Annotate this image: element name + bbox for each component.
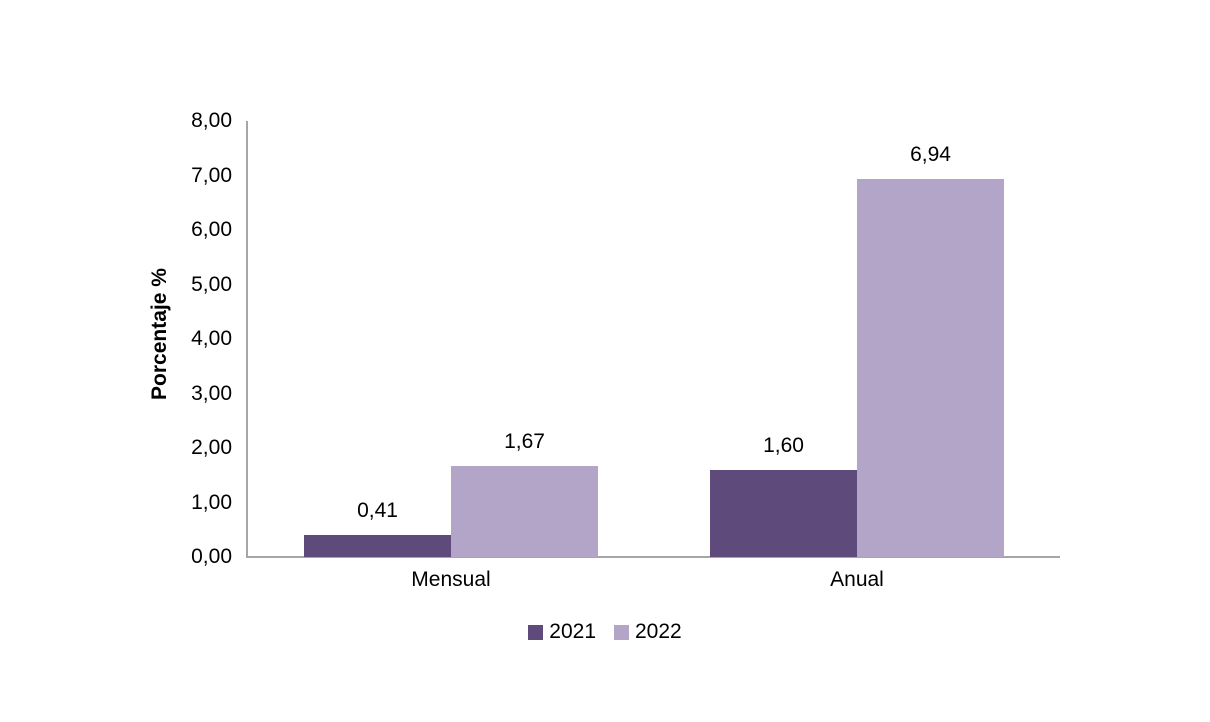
x-category-label: Mensual bbox=[411, 568, 491, 591]
y-tick-label: 5,00 bbox=[191, 272, 232, 296]
y-tick-label: 1,00 bbox=[191, 490, 232, 514]
y-tick-label: 4,00 bbox=[191, 327, 232, 350]
bar-value-label: 1,60 bbox=[763, 433, 804, 457]
bar-value-label: 0,41 bbox=[357, 498, 398, 522]
legend-item-2022: 2022 bbox=[614, 620, 682, 644]
legend: 2021 2022 bbox=[0, 620, 1210, 644]
bar-value-label: 6,94 bbox=[910, 142, 951, 166]
bar-2022-anual bbox=[857, 178, 1004, 557]
y-tick-label: 3,00 bbox=[191, 381, 232, 405]
bar-value-label: 1,67 bbox=[504, 429, 545, 453]
x-category-label: Anual bbox=[830, 568, 884, 591]
legend-swatch-2022-icon bbox=[614, 624, 629, 640]
bar-2021-anual bbox=[710, 469, 857, 557]
y-tick-label: 8,00 bbox=[191, 109, 232, 132]
bar-2021-mensual bbox=[304, 534, 451, 557]
y-tick-label: 6,00 bbox=[191, 218, 232, 241]
bar-2022-mensual bbox=[451, 465, 598, 557]
legend-label-2022: 2022 bbox=[635, 620, 682, 643]
y-tick-label: 0,00 bbox=[191, 545, 232, 568]
x-axis-line bbox=[246, 556, 1060, 558]
legend-swatch-2021-icon bbox=[528, 624, 544, 640]
legend-item-2021: 2021 bbox=[528, 620, 596, 644]
y-tick-label: 2,00 bbox=[191, 436, 232, 459]
y-tick-label: 7,00 bbox=[191, 163, 232, 187]
y-axis-line bbox=[246, 121, 248, 558]
legend-label-2021: 2021 bbox=[549, 620, 596, 643]
